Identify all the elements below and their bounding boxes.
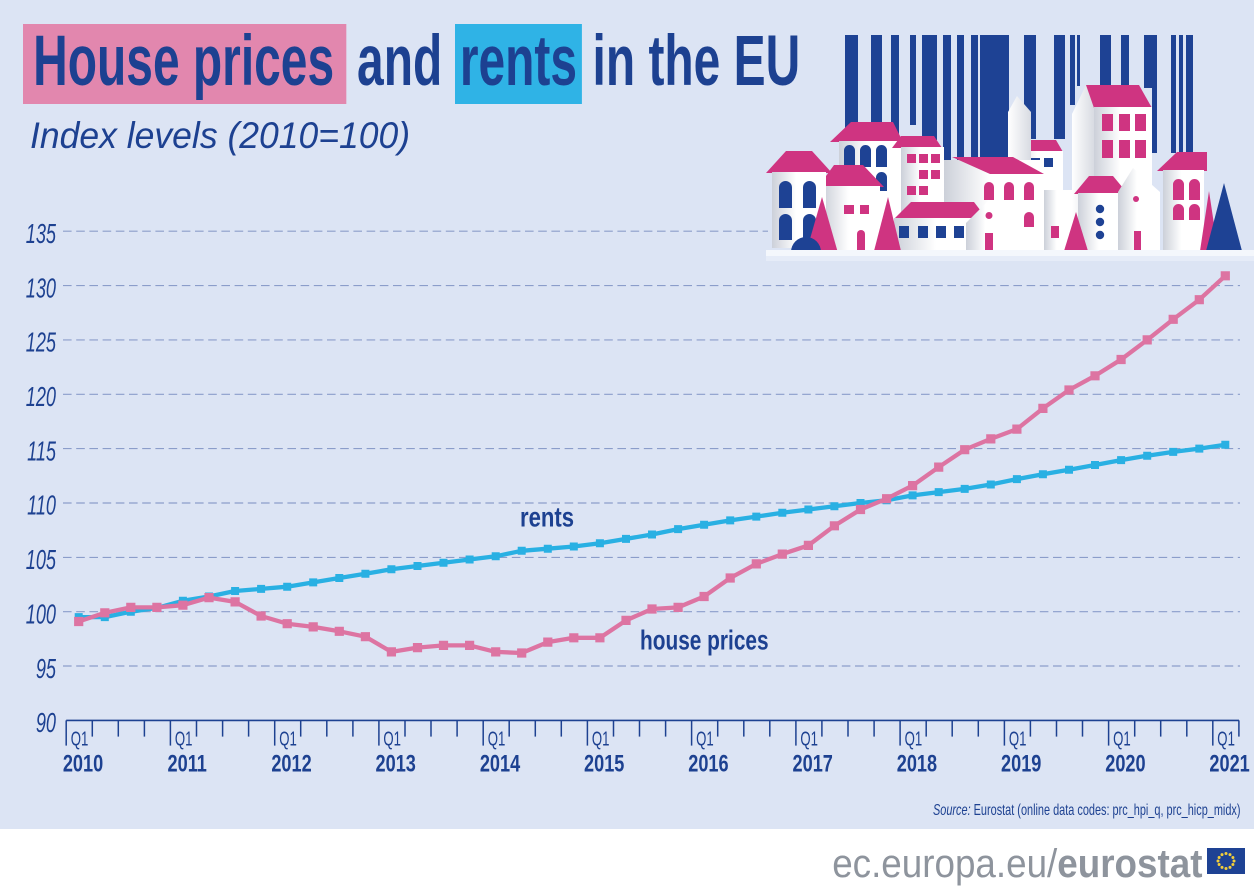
svg-text:Q1: Q1 [592, 728, 610, 750]
svg-text:Q1: Q1 [279, 728, 297, 750]
svg-text:135: 135 [26, 218, 56, 249]
svg-text:Q1: Q1 [488, 728, 506, 750]
svg-text:90: 90 [36, 707, 56, 738]
svg-text:2011: 2011 [168, 749, 207, 777]
svg-text:120: 120 [26, 381, 56, 412]
svg-text:Q1: Q1 [175, 728, 193, 750]
svg-text:2012: 2012 [271, 749, 311, 777]
svg-text:2013: 2013 [376, 749, 416, 777]
svg-text:95: 95 [36, 653, 56, 684]
svg-text:Q1: Q1 [905, 728, 923, 750]
svg-text:130: 130 [26, 273, 56, 304]
svg-text:2018: 2018 [897, 749, 937, 777]
svg-text:105: 105 [26, 544, 56, 575]
svg-text:Q1: Q1 [71, 728, 89, 750]
svg-text:2020: 2020 [1105, 749, 1145, 777]
svg-text:125: 125 [26, 327, 56, 358]
svg-text:2017: 2017 [793, 749, 833, 777]
svg-text:Q1: Q1 [1113, 728, 1131, 750]
svg-text:2010: 2010 [63, 749, 103, 777]
svg-text:2019: 2019 [1001, 749, 1041, 777]
svg-text:2014: 2014 [480, 749, 520, 777]
svg-text:Q1: Q1 [1217, 728, 1235, 750]
svg-text:2016: 2016 [688, 749, 728, 777]
svg-text:115: 115 [27, 436, 56, 467]
svg-text:Q1: Q1 [696, 728, 714, 750]
svg-text:house prices: house prices [640, 626, 769, 657]
svg-text:rents: rents [520, 502, 574, 533]
svg-text:Source: Eurostat (online data: Source: Eurostat (online data codes: prc… [933, 801, 1240, 818]
svg-text:Q1: Q1 [1009, 728, 1027, 750]
svg-text:Q1: Q1 [800, 728, 818, 750]
svg-text:2021: 2021 [1209, 749, 1249, 777]
svg-text:2015: 2015 [584, 749, 624, 777]
svg-text:100: 100 [26, 599, 56, 630]
svg-text:Q1: Q1 [383, 728, 401, 750]
svg-text:110: 110 [27, 490, 56, 521]
